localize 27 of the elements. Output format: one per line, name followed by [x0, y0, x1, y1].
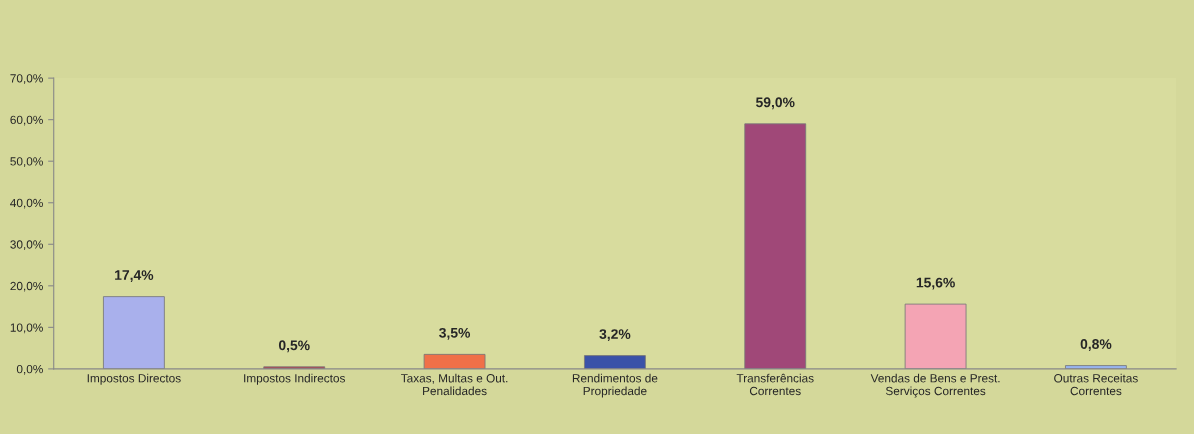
x-tick-label: Rendimentos de Propriedade	[572, 373, 658, 398]
x-tick-label: Transferências Correntes	[736, 373, 814, 396]
y-tick-label: 70,0%	[10, 74, 43, 84]
bar	[584, 355, 646, 369]
bar	[103, 296, 165, 369]
data-label: 15,6%	[916, 277, 955, 290]
y-tick-label: 40,0%	[10, 198, 43, 209]
data-label: 0,8%	[1080, 339, 1112, 351]
data-label: 3,2%	[599, 329, 631, 341]
y-tick-label: 0,0%	[16, 364, 43, 375]
data-label: 0,5%	[278, 340, 310, 353]
bar	[904, 303, 967, 369]
x-tick-label: Vendas de Bens e Prest. Serviços Correntes	[870, 373, 1000, 398]
bar	[744, 123, 807, 369]
data-label: 17,4%	[115, 270, 154, 282]
data-label: 3,5%	[439, 327, 471, 340]
y-tick-label: 50,0%	[10, 157, 43, 167]
data-label: 59,0%	[755, 97, 795, 110]
y-tick-label: 60,0%	[10, 115, 43, 126]
y-tick-label: 20,0%	[10, 281, 43, 292]
x-tick-label: Outras Receitas Correntes	[1054, 373, 1138, 396]
x-tick-label: Impostos Directos	[87, 373, 181, 385]
y-tick-label: 30,0%	[10, 240, 43, 251]
y-tick-label: 10,0%	[10, 323, 43, 334]
bar	[423, 353, 486, 369]
x-tick-label: Impostos Indirectos	[244, 373, 345, 385]
x-tick-label: Taxas, Multas e Out. Penalidades	[401, 373, 508, 396]
